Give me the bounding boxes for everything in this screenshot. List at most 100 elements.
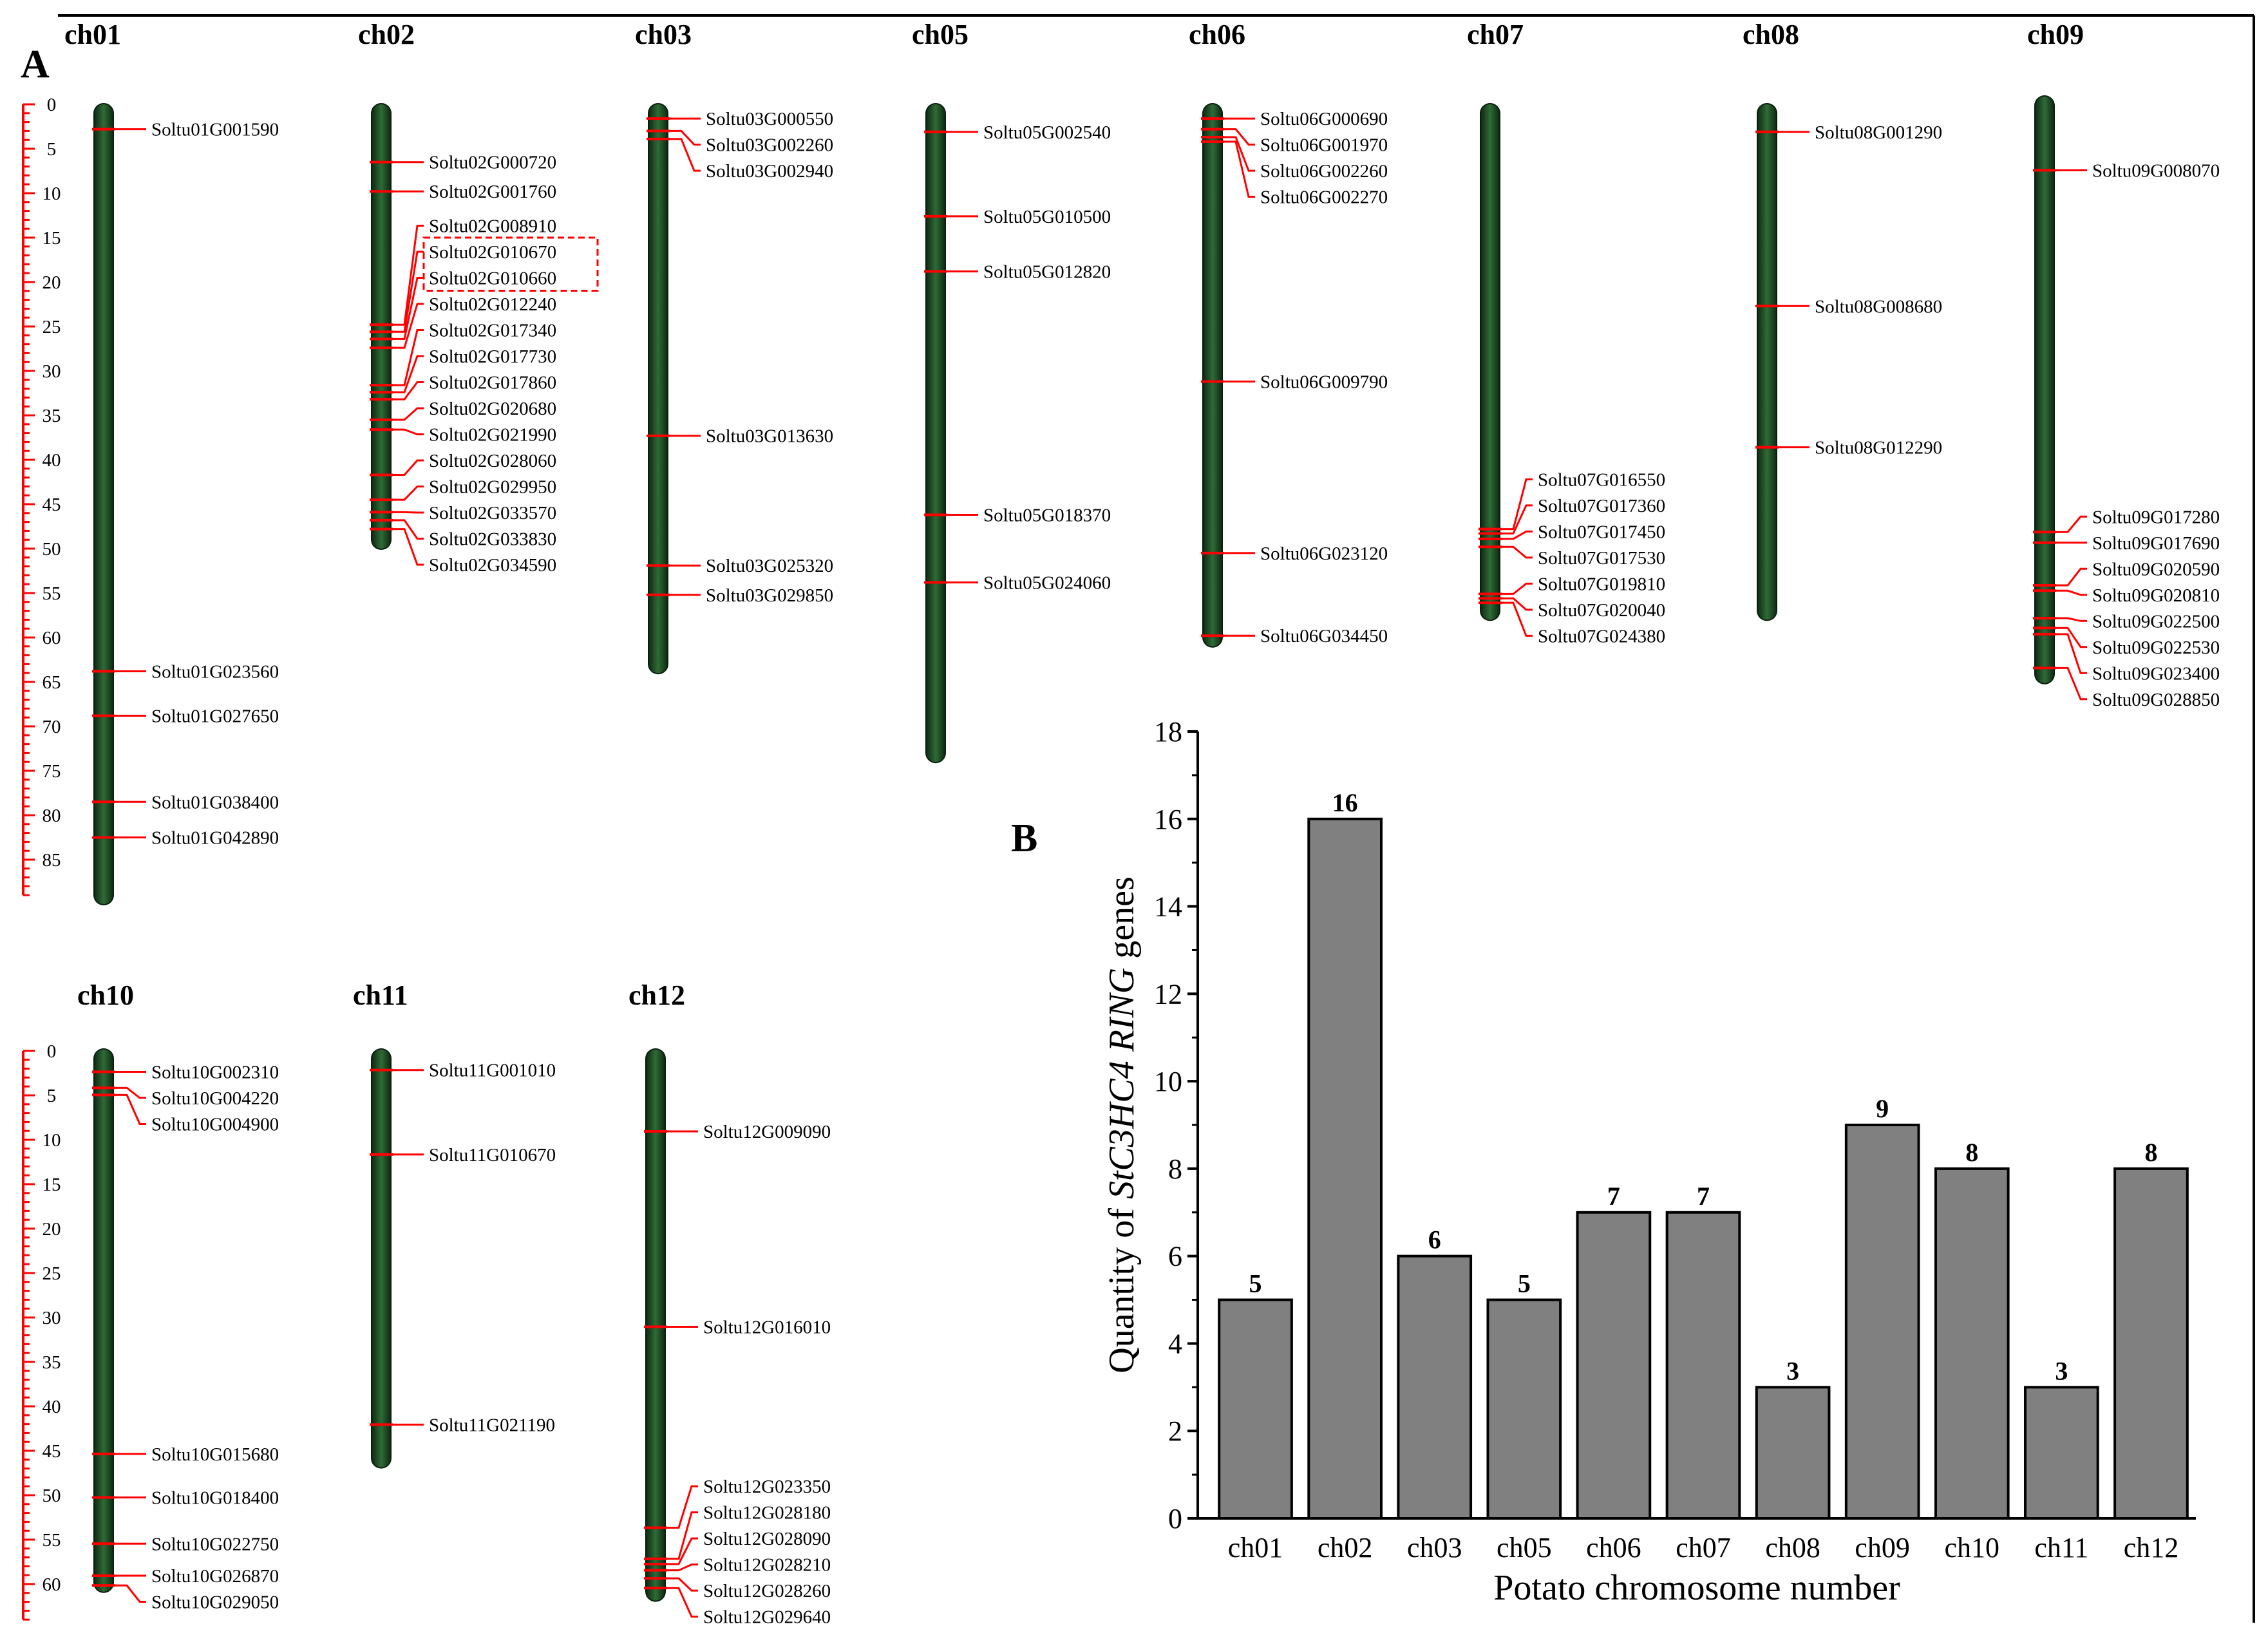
gene-label: Soltu01G038400	[151, 792, 279, 813]
gene-leader	[393, 519, 424, 540]
gene-leader	[2056, 515, 2087, 533]
chromosome-name: ch11	[353, 979, 408, 1011]
y-tick-label: 4	[1168, 1328, 1182, 1359]
y-tick-label: 10	[1154, 1066, 1182, 1097]
bar-value-label: 6	[1428, 1225, 1441, 1254]
gene-label: Soltu05G018370	[983, 505, 1111, 526]
gene-label: Soltu03G000550	[706, 109, 833, 129]
gene-leader	[2056, 589, 2087, 596]
y-axis-title-part: StC3HC4 RING	[1102, 968, 1142, 1199]
chromosome-ch07: ch07 Soltu07G016550 Soltu07G017360 Soltu07G…	[1467, 19, 1665, 647]
gene-label: Soltu06G009790	[1260, 372, 1388, 393]
gene-label: Soltu11G001010	[429, 1061, 556, 1081]
panel-label-b: B	[1011, 816, 1037, 860]
chromosome-body	[372, 104, 390, 549]
bar-ch09	[1844, 1124, 1920, 1520]
chromosome-ch10: ch10 Soltu10G002310 Soltu10G004220 Soltu10G…	[77, 979, 279, 1612]
gene-label: Soltu10G015680	[151, 1444, 279, 1465]
gene-label: Soltu02G000720	[429, 153, 556, 173]
scale-label: 35	[43, 406, 61, 426]
bar-value-label: 5	[1518, 1269, 1531, 1298]
gene-leader	[1502, 504, 1533, 535]
chromosome-body	[95, 104, 113, 904]
gene-label: Soltu06G001970	[1260, 135, 1388, 156]
scale-label: 40	[43, 450, 61, 471]
bar-value-label: 7	[1607, 1182, 1620, 1211]
scale-bar-row1: 0 5 10 15 20 25 30 35 40 45 50 55 60 65 70 75 80 85	[22, 95, 61, 896]
gene-label: Soltu10G029050	[151, 1592, 279, 1612]
gene-label: Soltu01G027650	[151, 706, 279, 726]
x-tick-label: ch01	[1228, 1532, 1283, 1563]
y-tick-label: 18	[1154, 716, 1182, 748]
gene-label: Soltu05G002540	[983, 122, 1111, 143]
gene-label: Soltu06G023120	[1260, 543, 1388, 564]
gene-leader	[667, 1577, 698, 1592]
scale-label: 10	[43, 184, 61, 204]
gene-leader	[1224, 128, 1255, 146]
chromosome-ch09: ch09 Soltu09G008070 Soltu09G017280 Soltu09G…	[2027, 19, 2220, 710]
scale-label: 25	[43, 317, 61, 337]
gene-label: Soltu09G022500	[2092, 611, 2220, 632]
bar-ch02	[1307, 817, 1383, 1520]
scale-label: 60	[43, 1574, 61, 1595]
bar-ch05	[1486, 1298, 1562, 1520]
gene-leader	[2056, 617, 2087, 622]
gene-leader	[667, 1587, 698, 1618]
scale-label: 50	[43, 539, 61, 560]
chromosome-body	[372, 1050, 390, 1468]
scale-label: 25	[43, 1263, 61, 1284]
scale-label: 0	[47, 95, 57, 115]
scale-label: 20	[43, 272, 61, 293]
gene-leader	[393, 486, 424, 501]
chromosome-body	[95, 1050, 113, 1592]
bar-ch07	[1665, 1211, 1741, 1520]
chromosome-body	[649, 104, 667, 674]
scale-label: 55	[43, 583, 61, 604]
chromosome-body	[1481, 104, 1499, 620]
gene-leader	[667, 1563, 698, 1572]
gene-leader	[115, 1584, 146, 1603]
y-axis-title-part: genes	[1102, 876, 1142, 968]
gene-label: Soltu02G001760	[429, 182, 556, 202]
gene-label: Soltu02G010670	[429, 242, 556, 263]
scale-label: 65	[43, 672, 61, 693]
gene-leader	[393, 303, 424, 349]
gene-label: Soltu01G042890	[151, 828, 279, 849]
x-tick-label: ch06	[1586, 1532, 1641, 1563]
gene-leader	[2056, 633, 2087, 674]
gene-label: Soltu08G001290	[1815, 122, 1942, 143]
chromosome-ch12: ch12 Soltu12G009090 Soltu12G016010 Soltu12G…	[628, 979, 831, 1628]
gene-leader	[1502, 597, 1533, 611]
gene-label: Soltu07G017450	[1538, 522, 1665, 542]
bar-value-label: 16	[1332, 788, 1358, 817]
gene-label: Soltu09G028850	[2092, 690, 2220, 710]
gene-label: Soltu01G023560	[151, 661, 279, 682]
chromosome-name: ch10	[77, 979, 134, 1011]
gene-leader	[393, 381, 424, 401]
y-tick-label: 16	[1154, 804, 1182, 835]
bar-chart: 0 2 4 6 8 10 12 14 16 18 5 ch01 16 ch02 6 ch03 5 ch05 7 ch0…	[1102, 716, 2196, 1608]
gene-label: Soltu12G028210	[703, 1555, 831, 1576]
chromosome-body	[1758, 104, 1776, 620]
bar-ch12	[2113, 1167, 2189, 1520]
scale-label: 75	[43, 761, 61, 782]
chromosome-body	[1204, 104, 1222, 647]
gene-leader	[1502, 530, 1533, 540]
chromosome-ch05: ch05 Soltu05G002540 Soltu05G010500 Soltu05G…	[912, 19, 1111, 764]
gene-label: Soltu06G002260	[1260, 161, 1388, 182]
panel-label-a: A	[21, 42, 50, 86]
chromosome-name: ch07	[1467, 19, 1524, 50]
chromosome-body	[927, 104, 945, 762]
gene-leader	[115, 1093, 146, 1125]
x-tick-label: ch08	[1765, 1532, 1820, 1563]
gene-leader	[2056, 567, 2087, 587]
scale-label: 45	[43, 1441, 61, 1462]
scale-label: 70	[43, 717, 61, 737]
scale-label: 15	[43, 228, 61, 249]
x-tick-label: ch03	[1407, 1532, 1462, 1563]
gene-label: Soltu09G022530	[2092, 637, 2220, 658]
gene-label: Soltu10G026870	[151, 1566, 279, 1587]
chromosome-map: ch01 Soltu01G001590 Soltu01G023560 Soltu01G…	[64, 19, 2220, 1628]
scale-label: 60	[43, 628, 61, 648]
chromosome-ch11: ch11 Soltu11G001010 Soltu11G010670 Soltu11G…	[353, 979, 556, 1469]
